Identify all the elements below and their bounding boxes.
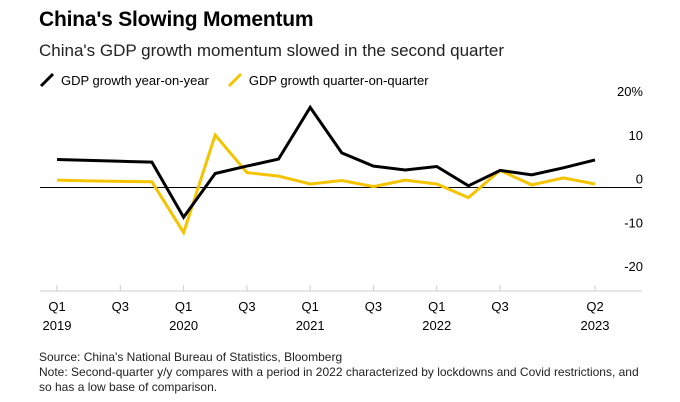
chart-title: China's Slowing Momentum: [39, 8, 314, 31]
y-tick-label: 10: [629, 128, 643, 143]
x-tick-year-label: 2023: [581, 318, 610, 333]
legend-swatch-qoq: [227, 72, 242, 88]
x-tick-label: Q2: [586, 299, 603, 314]
methodology-note: Note: Second-quarter y/y compares with a…: [39, 365, 639, 394]
y-tick-label: 20%: [617, 84, 643, 99]
x-tick-label: Q1: [302, 299, 319, 314]
chart-subtitle: China's GDP growth momentum slowed in th…: [39, 41, 504, 60]
source-note: Source: China's National Bureau of Stati…: [39, 350, 343, 364]
x-tick-label: Q3: [365, 299, 382, 314]
legend-item-qoq: GDP growth quarter-on-quarter: [227, 72, 429, 88]
y-tick-label: -10: [624, 215, 643, 230]
legend-label-yoy: GDP growth year-on-year: [61, 72, 209, 88]
legend-item-yoy: GDP growth year-on-year: [39, 72, 209, 88]
x-tick-year-label: 2021: [296, 318, 325, 333]
y-tick-label: 0: [636, 172, 643, 187]
x-tick-year-label: 2022: [422, 318, 451, 333]
x-tick-label: Q3: [238, 299, 255, 314]
footer: Source: China's National Bureau of Stati…: [39, 350, 639, 395]
x-tick-year-label: 2019: [43, 318, 72, 333]
series-line-yoy: [56, 104, 596, 221]
y-tick-label: -20: [624, 259, 643, 274]
x-tick-year-label: 2020: [169, 318, 198, 333]
x-tick-label: Q3: [112, 299, 129, 314]
x-tick-label: Q1: [175, 299, 192, 314]
x-tick-label: Q1: [428, 299, 445, 314]
series-line-qoq: [56, 131, 596, 237]
legend: GDP growth year-on-year GDP growth quart…: [39, 72, 447, 88]
x-tick-label: Q1: [48, 299, 65, 314]
x-tick-label: Q3: [491, 299, 508, 314]
legend-swatch-yoy: [39, 72, 55, 88]
legend-label-qoq: GDP growth quarter-on-quarter: [248, 72, 429, 88]
